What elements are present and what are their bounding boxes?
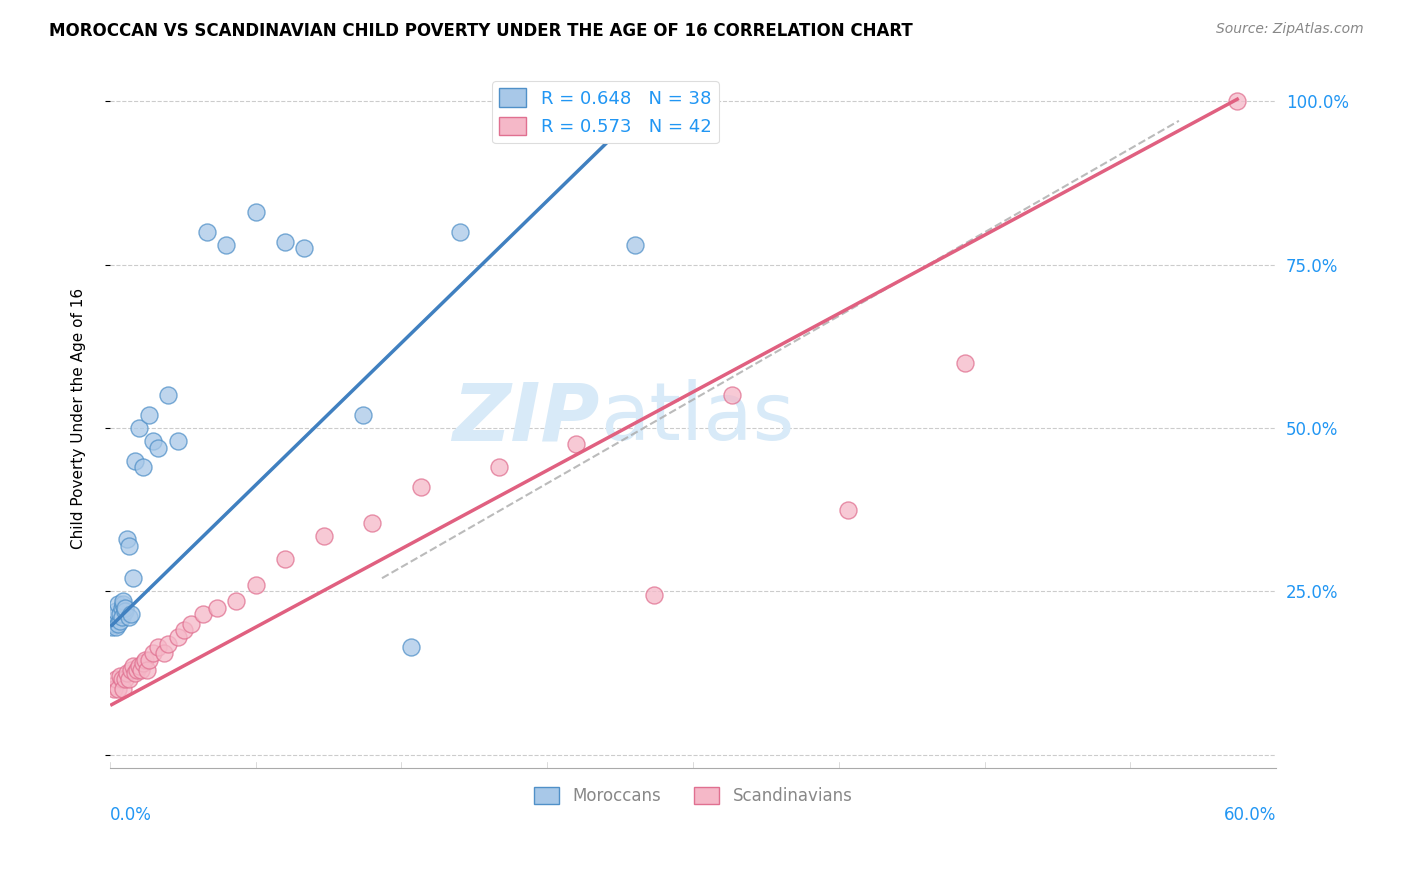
Point <box>112 682 135 697</box>
Point <box>125 663 148 677</box>
Legend: Moroccans, Scandinavians: Moroccans, Scandinavians <box>527 780 859 812</box>
Point <box>134 653 156 667</box>
Point <box>142 646 165 660</box>
Point <box>129 663 152 677</box>
Text: ZIP: ZIP <box>453 379 600 457</box>
Point <box>104 620 127 634</box>
Y-axis label: Child Poverty Under the Age of 16: Child Poverty Under the Age of 16 <box>72 287 86 549</box>
Point <box>132 656 155 670</box>
Point <box>103 610 125 624</box>
Point <box>117 665 139 680</box>
Point <box>361 516 384 530</box>
Point <box>292 241 315 255</box>
Point <box>122 659 145 673</box>
Point <box>623 238 645 252</box>
Point <box>195 225 218 239</box>
Point <box>110 600 132 615</box>
Point <box>108 669 131 683</box>
Point <box>104 604 127 618</box>
Point <box>138 408 160 422</box>
Point <box>120 663 142 677</box>
Point <box>103 616 125 631</box>
Point <box>117 532 139 546</box>
Point <box>142 434 165 448</box>
Point <box>148 441 170 455</box>
Point <box>180 616 202 631</box>
Point <box>1226 94 1249 108</box>
Point <box>191 607 214 622</box>
Point <box>274 235 297 249</box>
Point <box>837 502 859 516</box>
Point <box>953 355 976 369</box>
Text: MOROCCAN VS SCANDINAVIAN CHILD POVERTY UNDER THE AGE OF 16 CORRELATION CHART: MOROCCAN VS SCANDINAVIAN CHILD POVERTY U… <box>49 22 912 40</box>
Text: Source: ZipAtlas.com: Source: ZipAtlas.com <box>1216 22 1364 37</box>
Point <box>104 673 127 687</box>
Point <box>312 529 335 543</box>
Point <box>120 607 142 622</box>
Point <box>108 614 131 628</box>
Point <box>205 600 228 615</box>
Point <box>546 111 568 125</box>
Point <box>107 598 129 612</box>
Point <box>110 610 132 624</box>
Point <box>138 653 160 667</box>
Point <box>112 594 135 608</box>
Point <box>643 588 665 602</box>
Point <box>110 673 132 687</box>
Point <box>124 665 146 680</box>
Point <box>101 679 124 693</box>
Point <box>488 460 510 475</box>
Point <box>565 437 588 451</box>
Point <box>245 205 267 219</box>
Point <box>122 571 145 585</box>
Point <box>167 630 190 644</box>
Text: atlas: atlas <box>600 379 794 457</box>
Point <box>114 600 136 615</box>
Text: 0.0%: 0.0% <box>110 806 152 824</box>
Point <box>157 636 180 650</box>
Point <box>399 640 422 654</box>
Point <box>167 434 190 448</box>
Point <box>352 408 374 422</box>
Point <box>107 616 129 631</box>
Point <box>107 682 129 697</box>
Point <box>103 682 125 697</box>
Point <box>148 640 170 654</box>
Point <box>274 551 297 566</box>
Point <box>118 610 141 624</box>
Point <box>124 453 146 467</box>
Point <box>215 238 238 252</box>
Point <box>157 388 180 402</box>
Point <box>114 673 136 687</box>
Point <box>128 659 150 673</box>
Point <box>245 578 267 592</box>
Point <box>128 421 150 435</box>
Point <box>112 598 135 612</box>
Point <box>153 646 176 660</box>
Point <box>225 594 247 608</box>
Point <box>114 604 136 618</box>
Point <box>173 624 195 638</box>
Point <box>118 539 141 553</box>
Point <box>135 663 157 677</box>
Point <box>108 607 131 622</box>
Text: 60.0%: 60.0% <box>1223 806 1277 824</box>
Point <box>409 480 432 494</box>
Point <box>721 388 744 402</box>
Point <box>118 673 141 687</box>
Point <box>449 225 471 239</box>
Point <box>132 460 155 475</box>
Point <box>101 620 124 634</box>
